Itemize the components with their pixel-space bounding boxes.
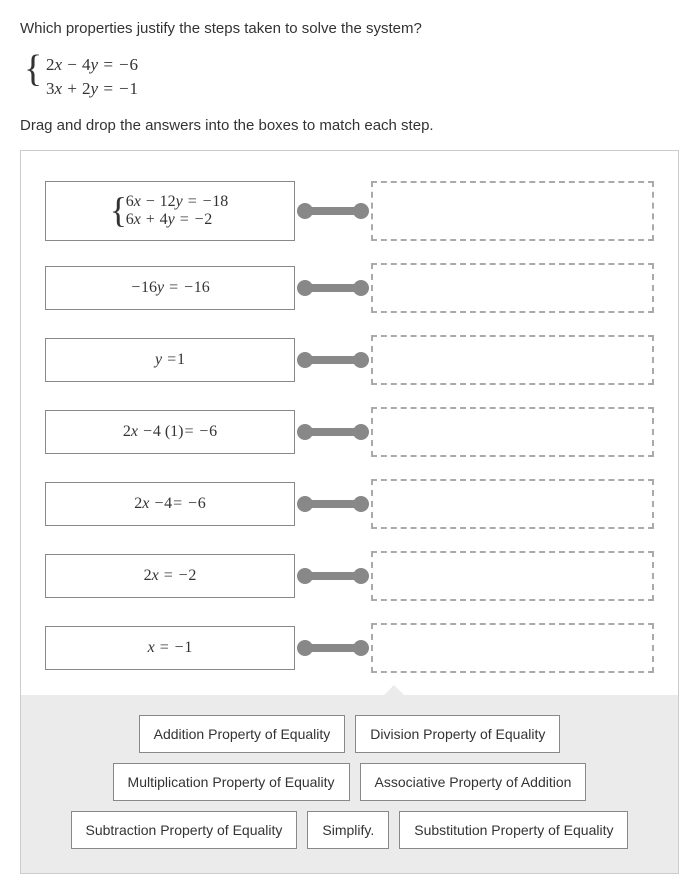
step-row: −16y = −16 <box>45 263 654 313</box>
step-box-2: −16y = −16 <box>45 266 295 310</box>
answer-chip[interactable]: Multiplication Property of Equality <box>113 763 350 801</box>
step-1-eq2: 6x + 4y = −2 <box>126 211 229 229</box>
equation-2: 3x + 2y = −1 <box>46 77 679 101</box>
connector-icon <box>301 356 365 364</box>
step-box-7: x = −1 <box>45 626 295 670</box>
drop-zone-4[interactable] <box>371 407 654 457</box>
answer-chip[interactable]: Addition Property of Equality <box>139 715 346 753</box>
drop-zone-6[interactable] <box>371 551 654 601</box>
drop-zone-7[interactable] <box>371 623 654 673</box>
connector-icon <box>301 572 365 580</box>
connector-icon <box>301 500 365 508</box>
connector-icon <box>301 644 365 652</box>
drop-zone-3[interactable] <box>371 335 654 385</box>
brace-icon: { <box>110 189 127 231</box>
answer-chip[interactable]: Simplify. <box>307 811 389 849</box>
connector-icon <box>301 207 365 215</box>
question-text: Which properties justify the steps taken… <box>20 20 679 37</box>
step-row: y = 1 <box>45 335 654 385</box>
drop-zone-1[interactable] <box>371 181 654 241</box>
instruction-text: Drag and drop the answers into the boxes… <box>20 117 679 134</box>
drop-zone-5[interactable] <box>371 479 654 529</box>
step-row: { 6x − 12y = −18 6x + 4y = −2 <box>45 181 654 241</box>
step-box-4: 2x − 4 (1) = −6 <box>45 410 295 454</box>
answer-bank: Addition Property of Equality Division P… <box>21 695 678 873</box>
connector-icon <box>301 284 365 292</box>
drop-zone-2[interactable] <box>371 263 654 313</box>
answer-chip[interactable]: Associative Property of Addition <box>360 763 587 801</box>
step-row: 2x − 4 (1) = −6 <box>45 407 654 457</box>
step-row: x = −1 <box>45 623 654 673</box>
brace-icon: { <box>24 47 42 91</box>
system-of-equations: { 2x − 4y = −6 3x + 2y = −1 <box>36 53 679 101</box>
step-row: 2x = −2 <box>45 551 654 601</box>
step-box-5: 2x − 4 = −6 <box>45 482 295 526</box>
work-area: { 6x − 12y = −18 6x + 4y = −2 −16y = −16… <box>20 150 679 874</box>
connector-icon <box>301 428 365 436</box>
step-box-3: y = 1 <box>45 338 295 382</box>
step-box-1: { 6x − 12y = −18 6x + 4y = −2 <box>45 181 295 241</box>
answer-chip[interactable]: Substitution Property of Equality <box>399 811 628 849</box>
answer-chip[interactable]: Division Property of Equality <box>355 715 560 753</box>
equation-1: 2x − 4y = −6 <box>46 53 679 77</box>
step-row: 2x − 4 = −6 <box>45 479 654 529</box>
step-box-6: 2x = −2 <box>45 554 295 598</box>
answer-chip[interactable]: Subtraction Property of Equality <box>71 811 298 849</box>
step-1-eq1: 6x − 12y = −18 <box>126 193 229 211</box>
